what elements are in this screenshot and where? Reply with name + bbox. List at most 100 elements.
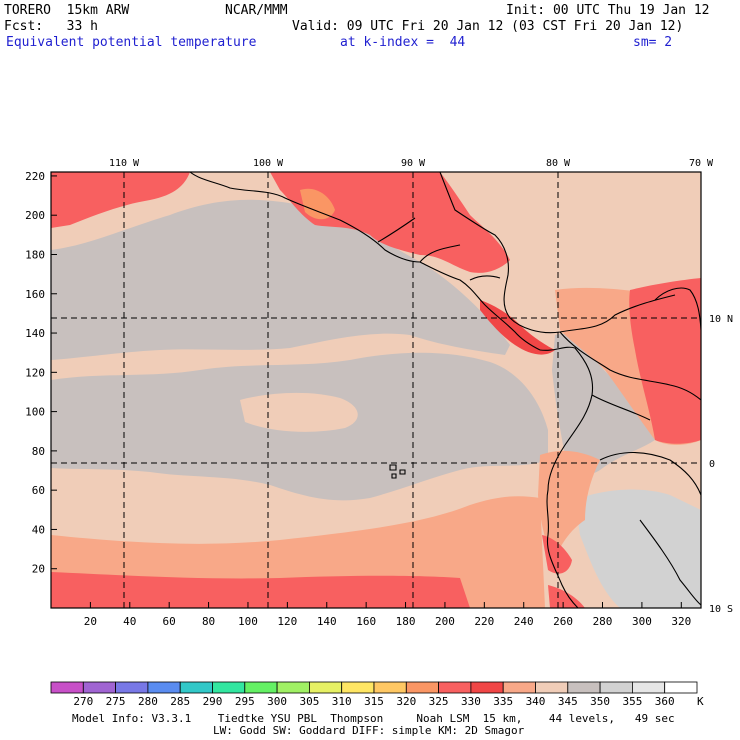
colorbar-label: 270 — [73, 695, 93, 708]
colorbar-swatch — [276, 681, 310, 694]
colorbar-label: 275 — [106, 695, 126, 708]
field-gray-band-north — [51, 199, 510, 360]
field-gray-andes-south — [575, 489, 701, 608]
field-red-peru — [542, 535, 572, 574]
y-tick-label: 220 — [25, 170, 45, 183]
lon-label: 90 W — [401, 158, 426, 169]
colorbar-label: 315 — [364, 695, 384, 708]
colorbar-label: 290 — [203, 695, 223, 708]
x-tick-label: 60 — [163, 615, 176, 628]
x-tick-label: 220 — [474, 615, 494, 628]
x-tick-label: 260 — [553, 615, 573, 628]
field-red-colombia — [629, 278, 701, 444]
y-tick-label: 140 — [25, 327, 45, 340]
lat-label: 10 N — [709, 314, 733, 325]
colorbar-label: 295 — [235, 695, 255, 708]
galapagos-islands — [389, 464, 406, 479]
field-light-patch-east — [240, 392, 358, 432]
colorbar-swatch — [308, 681, 343, 694]
field-red-central-america — [480, 300, 555, 355]
colorbar-swatch — [567, 681, 601, 694]
x-tick-label: 140 — [317, 615, 337, 628]
map-frame — [50, 171, 702, 609]
colorbar-label: 340 — [526, 695, 546, 708]
init-time: Init: 00 UTC Thu 19 Jan 12 — [506, 3, 710, 18]
organization-label: NCAR/MMM — [225, 3, 288, 18]
colorbar-swatch — [50, 681, 84, 694]
y-tick-label: 60 — [32, 484, 45, 497]
field-gray-south-america — [552, 334, 655, 475]
model-title: TORERO 15km ARW — [4, 3, 130, 18]
field-red-northwest — [51, 172, 190, 228]
y-axis-ticks: 20 40 60 80 100 120 140 160 180 200 220 — [25, 170, 57, 576]
colorbar: 270 275 280 285 290 295 300 305 310 315 320 325 330 3… — [50, 681, 698, 708]
colorbar-swatch — [599, 681, 633, 694]
x-tick-label: 20 — [84, 615, 97, 628]
graticule — [51, 172, 701, 608]
x-tick-label: 80 — [202, 615, 215, 628]
lon-label: 70 W — [689, 158, 714, 169]
border-ecuador — [591, 394, 651, 421]
border-honduras — [419, 244, 461, 263]
border-peru-brazil — [599, 452, 701, 496]
x-tick-label: 40 — [123, 615, 136, 628]
coast-mexico-west — [189, 172, 421, 263]
colorbar-label: 310 — [332, 695, 352, 708]
colorbar-unit: K — [697, 695, 704, 708]
x-tick-label: 240 — [514, 615, 534, 628]
colorbar-swatch — [470, 681, 504, 694]
colorbar-swatch — [373, 681, 407, 694]
forecast-hour: Fcst: 33 h — [4, 19, 98, 34]
x-tick-label: 200 — [435, 615, 455, 628]
colorbar-label: 335 — [493, 695, 513, 708]
x-tick-label: 180 — [396, 615, 416, 628]
colorbar-label: 280 — [138, 695, 158, 708]
colorbar-swatch — [502, 681, 536, 694]
border-peru-bolivia — [639, 519, 701, 606]
y-tick-label: 20 — [32, 563, 45, 576]
y-tick-label: 160 — [25, 288, 45, 301]
physics-info-line: LW: Godd SW: Goddard DIFF: simple KM: 2D… — [213, 724, 525, 737]
colorbar-label: 355 — [622, 695, 642, 708]
x-tick-label: 320 — [671, 615, 691, 628]
model-info-line: Model Info: V3.3.1 Tiedtke YSU PBL Thomp… — [72, 712, 675, 725]
x-tick-label: 160 — [356, 615, 376, 628]
colorbar-swatch — [244, 681, 278, 694]
y-tick-label: 180 — [25, 248, 45, 261]
field-red-south-band — [51, 572, 470, 608]
colorbar-swatch — [405, 681, 439, 694]
colorbar-swatch — [438, 681, 472, 694]
theta-e-field — [51, 172, 701, 608]
y-tick-label: 80 — [32, 445, 45, 458]
colorbar-swatch — [664, 681, 698, 694]
lat-label: 10 S — [709, 604, 733, 615]
colorbar-swatch — [115, 681, 149, 694]
lon-label: 110 W — [109, 158, 140, 169]
y-tick-label: 120 — [25, 366, 45, 379]
field-red-peru-south — [548, 585, 585, 608]
lon-label: 80 W — [546, 158, 571, 169]
colorbar-swatch — [82, 681, 117, 694]
valid-time: Valid: 09 UTC Fri 20 Jan 12 (03 CST Fri … — [292, 19, 684, 34]
colorbar-label: 300 — [267, 695, 287, 708]
lon-labels: 110 W 100 W 90 W 80 W 70 W — [109, 158, 714, 169]
colorbar-swatch — [179, 681, 213, 694]
colorbar-swatch — [212, 681, 246, 694]
colorbar-swatch — [341, 681, 375, 694]
field-salmon-peru-coast — [538, 450, 600, 560]
colorbar-label: 285 — [170, 695, 190, 708]
x-tick-label: 120 — [277, 615, 297, 628]
y-tick-label: 100 — [25, 406, 45, 419]
border-panama-colombia — [559, 331, 701, 401]
field-orange-mexico — [300, 188, 335, 220]
coast-venezuela — [654, 287, 701, 331]
y-tick-label: 40 — [32, 523, 45, 536]
colorbar-label: 345 — [558, 695, 578, 708]
colorbar-label: 305 — [299, 695, 319, 708]
coast-south-america-west — [539, 346, 594, 608]
colorbar-label: 320 — [396, 695, 416, 708]
x-tick-label: 100 — [238, 615, 258, 628]
x-tick-label: 300 — [632, 615, 652, 628]
colorbar-label: 360 — [655, 695, 675, 708]
